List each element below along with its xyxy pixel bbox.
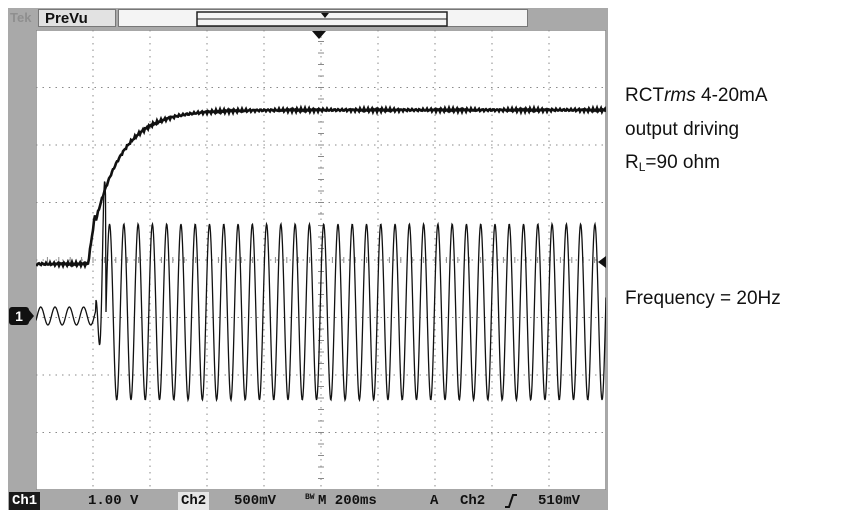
display-markers <box>312 31 606 268</box>
annotation-device: RCTrms 4-20mA <box>625 83 768 108</box>
annotation-load-suffix: =90 ohm <box>645 152 720 173</box>
trigger-level: 510mV <box>538 493 581 509</box>
channel-1-ground-label: 1 <box>15 308 23 324</box>
trigger-position-icon <box>312 31 326 39</box>
ch1-scale: 1.00 V <box>88 493 139 509</box>
trigger-source: Ch2 <box>460 493 486 509</box>
timebase-readout: M 200ms <box>318 493 377 509</box>
channel-2-trace <box>35 104 608 270</box>
ch1-label: Ch1 <box>9 492 41 510</box>
annotation-frequency: Frequency = 20Hz <box>625 288 781 309</box>
rising-edge-icon <box>504 492 518 510</box>
record-position-bar <box>118 9 528 27</box>
trigger-level-icon <box>598 256 606 268</box>
prevu-indicator: PreVu <box>38 9 116 27</box>
annotation-device-suffix: 4-20mA <box>695 85 768 106</box>
waveform-plot <box>35 29 608 491</box>
annotation-load-prefix: R <box>625 152 639 173</box>
annotation-panel: RCTrms 4-20mA output driving RL=90 ohm F… <box>625 0 849 510</box>
annotation-load-sub: L <box>638 160 646 174</box>
ch2-label: Ch2 <box>178 492 210 510</box>
brand-label: Tek <box>10 10 32 25</box>
channel-1-trace <box>35 181 607 403</box>
annotation-output: output driving <box>625 119 740 140</box>
annotation-load: RL=90 ohm <box>625 150 720 180</box>
bandwidth-limit-mark: BW <box>305 493 315 502</box>
annotation-device-prefix: RCT <box>625 85 665 106</box>
annotation-device-italic: rms <box>664 85 696 106</box>
trigger-mode: A <box>430 493 439 509</box>
scope-top-bar: Tek PreVu <box>8 8 608 30</box>
waveform-display <box>35 29 608 491</box>
scope-status-bar: Ch1 1.00 V Ch2 500mV BW M 200ms A Ch2 51… <box>8 492 608 510</box>
record-window-icon <box>196 11 448 27</box>
ch2-scale: 500mV <box>234 493 277 509</box>
channel-1-ground-marker: 1 <box>9 307 34 325</box>
oscilloscope-screenshot: Tek PreVu 1 Ch1 1.00 V Ch2 500m <box>8 8 608 510</box>
